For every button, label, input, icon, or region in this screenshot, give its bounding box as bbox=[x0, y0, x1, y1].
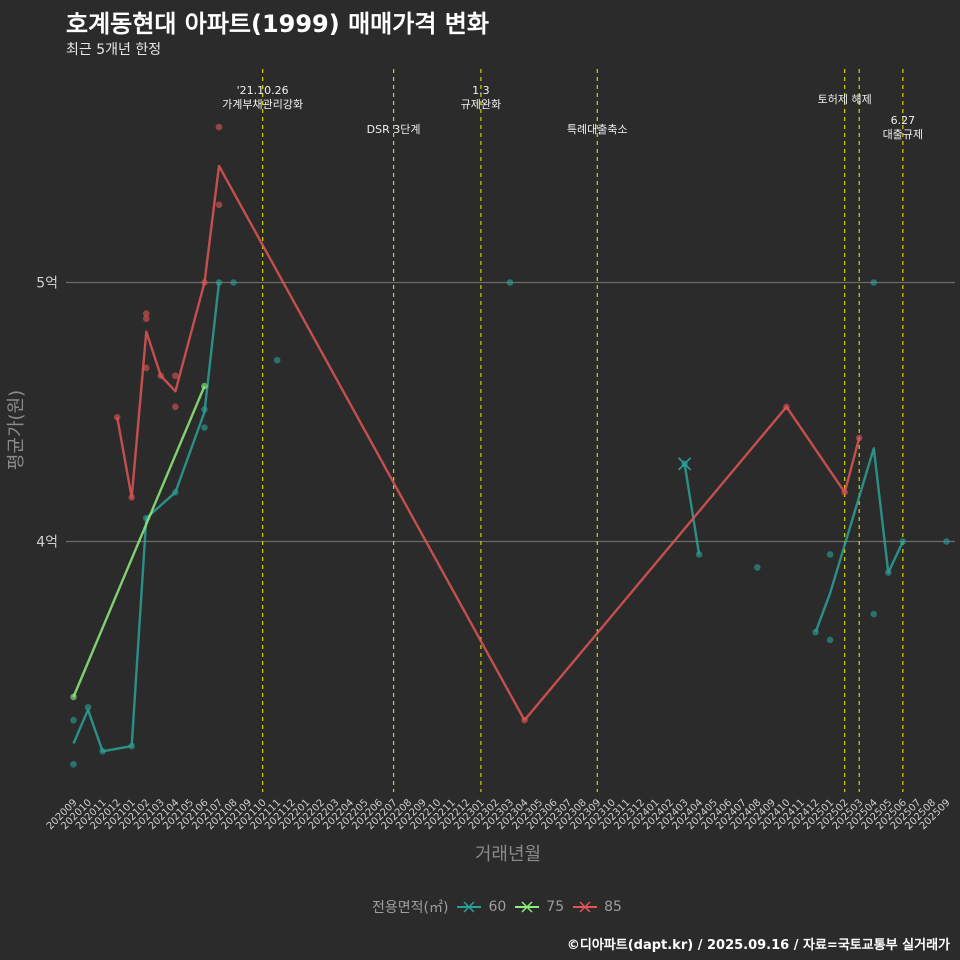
event-annotation: 규제완화 bbox=[461, 98, 501, 111]
series-85 bbox=[113, 123, 863, 724]
legend-swatch-60 bbox=[457, 901, 482, 913]
data-point bbox=[230, 279, 237, 286]
data-point bbox=[870, 610, 878, 618]
event-annotation: 특례대출축소 bbox=[567, 123, 628, 136]
x-axis-title: 거래년월 bbox=[475, 844, 541, 865]
data-point bbox=[142, 315, 150, 323]
event-annotation: 가계부채관리강화 bbox=[222, 98, 303, 111]
event-annotation: 6.27 bbox=[891, 114, 916, 127]
series-60 bbox=[70, 279, 950, 768]
data-point bbox=[84, 703, 92, 711]
y-tick-label: 4억 bbox=[36, 535, 58, 551]
data-point bbox=[172, 403, 179, 411]
event-annotation: DSR 3단계 bbox=[367, 123, 421, 136]
chart-title: 호계동현대 아파트(1999) 매매가격 변화 bbox=[66, 10, 489, 38]
series-75 bbox=[70, 382, 208, 701]
data-point bbox=[142, 364, 150, 372]
data-point bbox=[215, 201, 223, 209]
legend-item-60[interactable]: 60 bbox=[456, 899, 506, 915]
legend-label-75: 75 bbox=[546, 899, 565, 915]
data-point bbox=[113, 413, 121, 421]
event-annotation: 토허제 해제 bbox=[818, 92, 872, 106]
series-line bbox=[683, 463, 701, 555]
data-point bbox=[826, 636, 834, 644]
data-point bbox=[695, 551, 703, 558]
data-point bbox=[201, 424, 208, 431]
series-line bbox=[72, 282, 221, 753]
point-cross-marker bbox=[678, 457, 692, 471]
legend-swatch-85 bbox=[573, 901, 598, 913]
legend-item-85[interactable]: 85 bbox=[572, 899, 622, 915]
legend-title: 전용면적(㎡) bbox=[372, 900, 449, 916]
data-point bbox=[273, 356, 281, 364]
data-point bbox=[172, 372, 179, 380]
chart-subtitle: 최근 5개년 한정 bbox=[66, 42, 162, 58]
series-line bbox=[72, 385, 206, 698]
y-tick-label: 5억 bbox=[36, 276, 58, 292]
data-point bbox=[943, 538, 950, 545]
source-caption: ©디아파트(dapt.kr) / 2025.09.16 / 자료=국토교통부 실… bbox=[566, 938, 950, 953]
data-point bbox=[506, 279, 514, 286]
data-point bbox=[70, 760, 77, 768]
data-point bbox=[142, 310, 150, 317]
series-line bbox=[116, 164, 861, 722]
event-annotation: 1.3 bbox=[472, 84, 490, 97]
data-point bbox=[70, 716, 77, 724]
data-point bbox=[754, 564, 761, 571]
data-point bbox=[826, 551, 834, 558]
event-annotation: 대출규제 bbox=[883, 128, 923, 141]
data-point bbox=[215, 123, 223, 131]
legend: 전용면적(㎡) 60 75 85 bbox=[372, 897, 622, 917]
legend-swatch-75 bbox=[515, 901, 540, 913]
legend-item-75[interactable]: 75 bbox=[514, 899, 564, 915]
legend-label-85: 85 bbox=[604, 899, 622, 915]
y-axis-title: 평균가(원) bbox=[6, 390, 27, 470]
event-annotation: '21.10.26 bbox=[237, 84, 289, 97]
data-point bbox=[870, 279, 878, 286]
series-line bbox=[814, 447, 904, 633]
legend-label-60: 60 bbox=[488, 899, 507, 915]
